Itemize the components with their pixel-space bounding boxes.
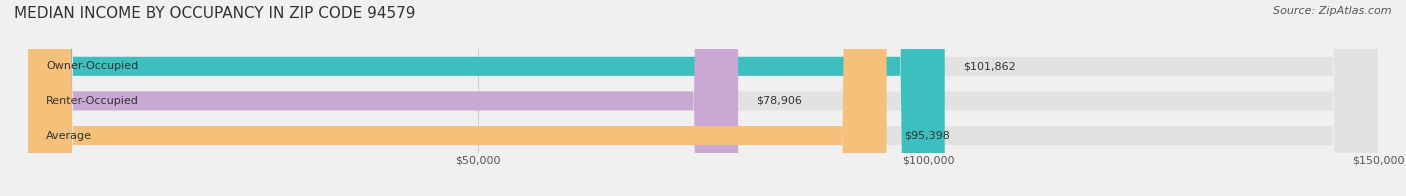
Text: $78,906: $78,906 <box>756 96 801 106</box>
FancyBboxPatch shape <box>28 0 945 196</box>
FancyBboxPatch shape <box>28 0 738 196</box>
Text: $101,862: $101,862 <box>963 61 1015 71</box>
Text: $95,398: $95,398 <box>904 131 950 141</box>
Text: Renter-Occupied: Renter-Occupied <box>46 96 139 106</box>
Text: Owner-Occupied: Owner-Occupied <box>46 61 138 71</box>
FancyBboxPatch shape <box>28 0 887 196</box>
Text: Average: Average <box>46 131 93 141</box>
FancyBboxPatch shape <box>28 0 1378 196</box>
FancyBboxPatch shape <box>28 0 1378 196</box>
FancyBboxPatch shape <box>28 0 1378 196</box>
Text: Source: ZipAtlas.com: Source: ZipAtlas.com <box>1274 6 1392 16</box>
Text: MEDIAN INCOME BY OCCUPANCY IN ZIP CODE 94579: MEDIAN INCOME BY OCCUPANCY IN ZIP CODE 9… <box>14 6 416 21</box>
